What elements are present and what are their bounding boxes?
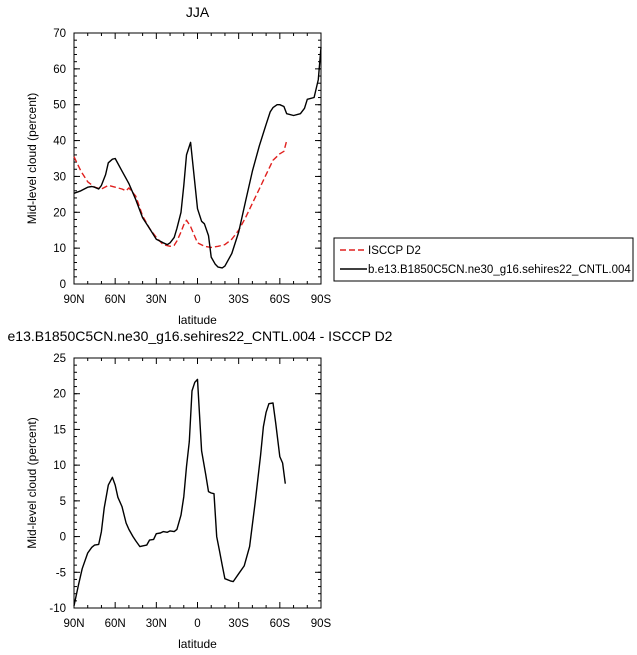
x-tick-label: 0 (194, 618, 200, 630)
y-tick-label: 60 (53, 64, 66, 76)
chart-title: e13.B1850C5CN.ne30_g16.sehires22_CNTL.00… (8, 328, 393, 344)
x-tick-label: 30S (228, 618, 249, 630)
x-axis-label: latitude (178, 637, 217, 651)
y-tick-label: 70 (53, 28, 66, 40)
panel-bottom-difference: e13.B1850C5CN.ne30_g16.sehires22_CNTL.00… (8, 328, 393, 651)
y-tick-label: 0 (60, 532, 66, 544)
x-tick-label: 30N (146, 618, 167, 630)
y-tick-label: 10 (53, 243, 66, 255)
legend-label: b.e13.B1850C5CN.ne30_g16.sehires22_CNTL.… (368, 264, 631, 276)
x-tick-label: 90N (63, 618, 84, 630)
legend: ISCCP D2 b.e13.B1850C5CN.ne30_g16.sehires… (333, 237, 634, 282)
series-line-isccp (73, 140, 288, 249)
y-axis-label: Mid-level cloud (percent) (25, 417, 39, 548)
legend-box (333, 237, 634, 282)
y-tick-label: 20 (53, 389, 66, 401)
y-tick-label: 50 (53, 100, 66, 112)
plot-frame (73, 357, 322, 609)
series-line-model (73, 378, 286, 607)
y-tick-label: 10 (53, 460, 66, 472)
x-tick-label: 90S (311, 618, 332, 630)
y-tick-label: 15 (53, 424, 66, 436)
x-tick-label: 90S (311, 294, 332, 306)
x-tick-label: 60N (105, 618, 126, 630)
x-tick-label: 0 (194, 294, 200, 306)
legend-label: ISCCP D2 (368, 245, 421, 257)
y-tick-label: 30 (53, 171, 66, 183)
plot-frame (73, 32, 322, 285)
x-tick-label: 90N (63, 294, 84, 306)
x-axis-label: latitude (178, 313, 217, 327)
y-tick-label: 25 (53, 353, 66, 365)
y-tick-label: 20 (53, 207, 66, 219)
x-tick-label: 60N (105, 294, 126, 306)
y-tick-label: 0 (60, 279, 66, 291)
chart-title: JJA (186, 4, 210, 20)
y-tick-label: -10 (49, 603, 66, 615)
x-tick-label: 30N (146, 294, 167, 306)
y-tick-label: 40 (53, 136, 66, 148)
y-axis-label: Mid-level cloud (percent) (25, 93, 39, 224)
y-tick-label: 5 (60, 496, 66, 508)
y-tick-label: -5 (56, 567, 66, 579)
x-tick-label: 60S (270, 294, 291, 306)
series-line-model (73, 47, 322, 269)
x-tick-label: 60S (270, 618, 291, 630)
panel-top-jja: JJA 90N 60N 30N 0 30S 60S 90S 0 10 20 30 40 50 60 70 lat… (25, 4, 332, 327)
x-tick-label: 30S (228, 294, 249, 306)
